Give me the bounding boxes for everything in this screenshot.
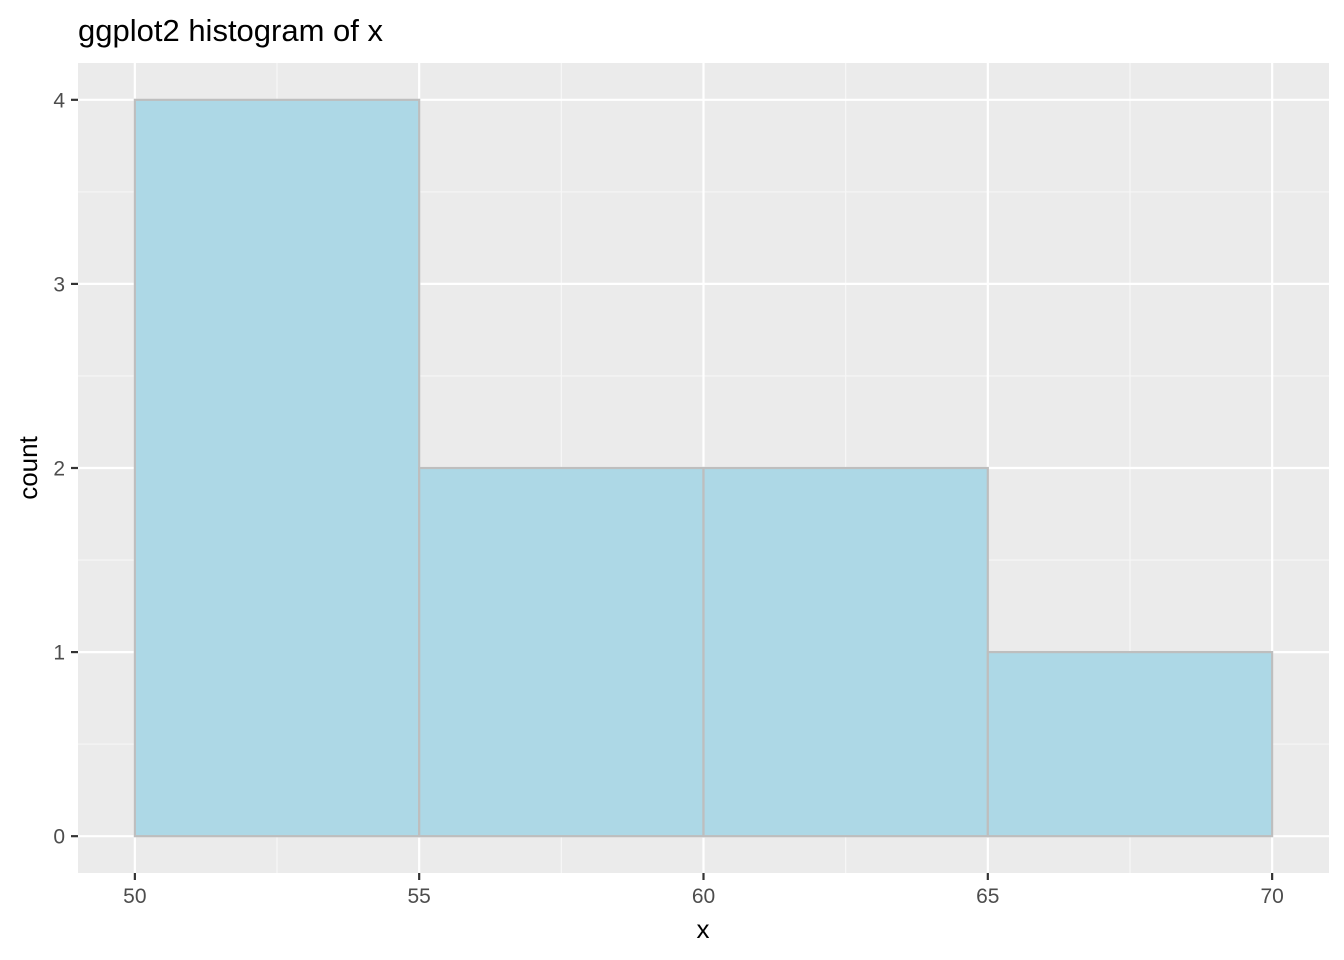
x-tick-label: 50 — [123, 885, 146, 908]
histogram-bars — [133, 98, 1274, 838]
y-tick-label: 2 — [53, 458, 65, 481]
histogram-bar — [702, 466, 989, 838]
y-axis-title: count — [13, 435, 43, 499]
chart-title: ggplot2 histogram of x — [78, 13, 384, 48]
x-axis-title: x — [697, 914, 710, 944]
y-tick-label: 3 — [53, 273, 65, 296]
x-tick-label: 70 — [1260, 885, 1283, 908]
x-tick-label: 55 — [408, 885, 431, 908]
y-tick-label: 4 — [53, 89, 65, 112]
y-tick-label: 0 — [53, 826, 65, 849]
x-tick-label: 65 — [976, 885, 999, 908]
y-tick-label: 1 — [53, 642, 65, 665]
histogram-bar — [133, 98, 421, 838]
x-tick-label: 60 — [692, 885, 715, 908]
histogram-bar — [986, 650, 1274, 838]
y-axis: 0 1 2 3 4 — [53, 89, 78, 849]
x-axis: 50 55 60 65 70 — [123, 873, 1284, 908]
histogram-bar — [418, 466, 705, 838]
